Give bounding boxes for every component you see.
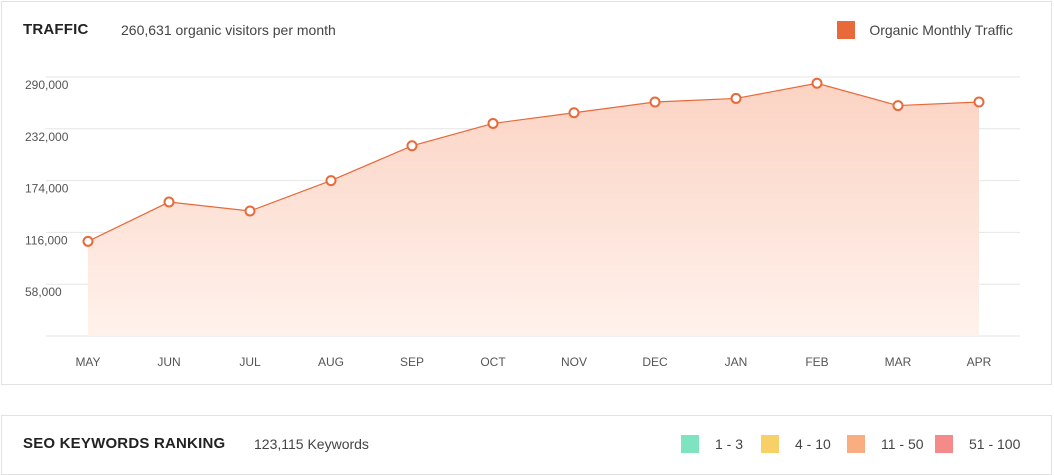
legend-swatch: [681, 435, 699, 453]
keywords-legend-item[interactable]: 11 - 50: [847, 435, 924, 453]
data-point[interactable]: [244, 205, 256, 217]
x-tick-label: NOV: [561, 355, 587, 369]
y-tick-label: 290,000: [25, 78, 69, 92]
legend-label: 1 - 3: [715, 436, 744, 452]
traffic-subtitle: 260,631 organic visitors per month: [121, 22, 336, 38]
legend-swatch: [837, 21, 856, 39]
data-point[interactable]: [487, 117, 499, 129]
legend-label: 51 - 100: [969, 436, 1021, 452]
y-tick-label: 116,000: [25, 233, 68, 247]
legend-label: 4 - 10: [795, 436, 831, 452]
legend-swatch: [847, 435, 865, 453]
traffic-legend[interactable]: Organic Monthly Traffic: [837, 21, 1013, 39]
data-point[interactable]: [730, 92, 742, 104]
data-point[interactable]: [811, 77, 823, 89]
y-tick-label: 58,000: [25, 285, 62, 299]
series-line: [87, 82, 980, 242]
x-tick-label: JAN: [725, 355, 748, 369]
data-point[interactable]: [649, 96, 661, 108]
y-tick-label: 174,000: [25, 182, 69, 196]
x-tick-label: OCT: [480, 355, 506, 369]
x-tick-label: JUL: [239, 355, 261, 369]
data-point[interactable]: [568, 107, 580, 119]
y-tick-label: 232,000: [25, 130, 69, 144]
legend-label: Organic Monthly Traffic: [869, 22, 1013, 38]
x-tick-label: APR: [967, 355, 992, 369]
keywords-legend-item[interactable]: 51 - 100: [935, 435, 1020, 453]
traffic-card: TRAFFIC 260,631 organic visitors per mon…: [1, 1, 1052, 385]
keywords-title: SEO KEYWORDS RANKING: [23, 435, 226, 452]
x-tick-label: DEC: [642, 355, 668, 369]
keywords-legend-item[interactable]: 4 - 10: [761, 435, 831, 453]
data-point[interactable]: [82, 235, 94, 247]
x-tick-label: FEB: [805, 355, 828, 369]
data-point[interactable]: [973, 96, 985, 108]
data-point[interactable]: [406, 140, 418, 152]
data-point[interactable]: [163, 196, 175, 208]
keywords-card: SEO KEYWORDS RANKING 123,115 Keywords 1 …: [1, 415, 1052, 475]
keywords-subtitle: 123,115 Keywords: [254, 436, 369, 452]
x-tick-label: MAR: [885, 355, 912, 369]
series-area: [88, 83, 979, 336]
legend-swatch: [761, 435, 779, 453]
x-tick-label: MAY: [75, 355, 100, 369]
legend-label: 11 - 50: [881, 436, 924, 452]
data-point[interactable]: [892, 100, 904, 112]
x-tick-label: JUN: [157, 355, 180, 369]
keywords-legend-item[interactable]: 1 - 3: [681, 435, 743, 453]
legend-swatch: [935, 435, 953, 453]
data-point[interactable]: [325, 175, 337, 187]
traffic-title: TRAFFIC: [23, 21, 89, 38]
x-tick-label: SEP: [400, 355, 424, 369]
x-tick-label: AUG: [318, 355, 344, 369]
traffic-chart: 58,000 116,000 174,000 232,000 290,000 MAY JUN…: [25, 76, 1020, 369]
